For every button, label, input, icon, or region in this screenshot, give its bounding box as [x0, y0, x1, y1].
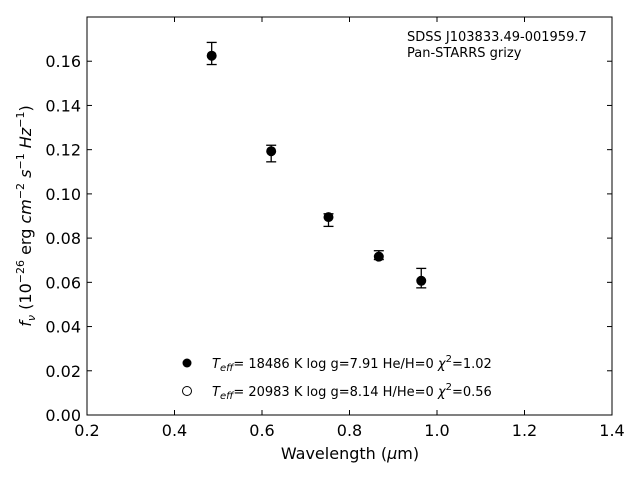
model-point-filled	[324, 212, 333, 222]
x-axis-label: Wavelength (μm)	[281, 444, 419, 463]
x-tick-label: 0.8	[337, 421, 362, 440]
legend-marker-open	[182, 386, 192, 396]
y-axis-label: fν (10−26 erg cm−2 s−1 Hz−1)	[14, 105, 38, 326]
model-point-open	[373, 251, 384, 262]
model-point-filled	[266, 146, 276, 156]
x-tick-label: 1.2	[512, 421, 537, 440]
model-point-filled	[374, 252, 384, 262]
y-tick-label: 0.14	[45, 96, 81, 115]
y-tick-label: 0.12	[45, 141, 81, 160]
x-axis-ticks: 0.2 0.4 0.6 0.8 1.0 1.2 1.4	[74, 17, 625, 440]
model-point-open	[266, 146, 277, 157]
y-axis-ticks: 0.00 0.02 0.04 0.06 0.08 0.10 0.12 0.14 0.16	[45, 52, 612, 425]
y-tick-label: 0.08	[45, 229, 81, 248]
legend-marker-filled	[182, 358, 192, 368]
x-tick-label: 1.4	[599, 421, 624, 440]
legend: Teff= 18486 K log g=7.91 He/H=0 χ2=1.02 T…	[182, 354, 492, 402]
y-tick-label: 0.16	[45, 52, 81, 71]
legend-entry-text: Teff= 20983 K log g=8.14 H/He=0 χ2=0.56	[212, 382, 492, 402]
model-point-filled	[207, 51, 217, 61]
model-point-open	[323, 212, 334, 223]
plot-area	[86, 16, 613, 416]
model-point-filled	[416, 276, 426, 286]
x-tick-label: 0.6	[249, 421, 274, 440]
y-tick-label: 0.06	[45, 273, 81, 292]
y-tick-label: 0.02	[45, 362, 81, 381]
annotation-line-2: Pan-STARRS grizy	[407, 46, 522, 61]
x-tick-label: 0.2	[74, 421, 99, 440]
data-points	[206, 50, 427, 286]
y-tick-label: 0.00	[45, 406, 81, 425]
annotation-line-1: SDSS J103833.49-001959.7	[407, 30, 587, 45]
legend-entry-text: Teff= 18486 K log g=7.91 He/H=0 χ2=1.02	[212, 354, 492, 374]
y-tick-label: 0.10	[45, 185, 81, 204]
x-tick-label: 1.0	[424, 421, 449, 440]
model-point-open	[416, 275, 427, 286]
model-point-open	[206, 50, 217, 61]
x-tick-label: 0.4	[162, 421, 187, 440]
y-tick-label: 0.04	[45, 318, 81, 337]
